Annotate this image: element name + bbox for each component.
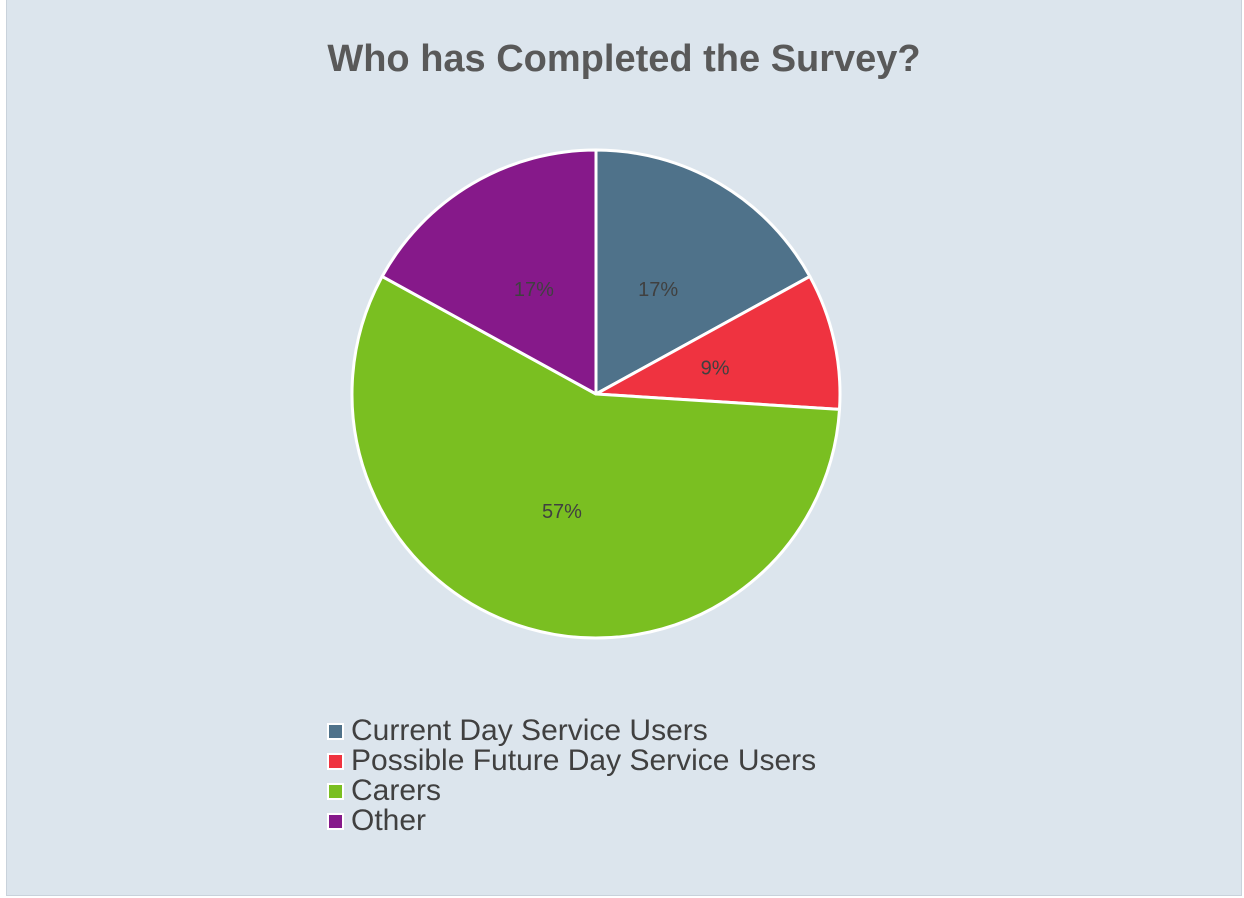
legend-label-current-day-service-users: Current Day Service Users — [351, 714, 708, 747]
legend-item-current-day-service-users: Current Day Service Users — [327, 716, 816, 746]
legend-label-other: Other — [351, 804, 427, 837]
pie-slice-other — [380, 148, 598, 396]
pie-slice-carers — [350, 274, 842, 640]
legend-swatch-possible-future-day-service-users — [327, 752, 344, 770]
pie-slice-possible-future-day-service-users — [594, 274, 842, 411]
pie-slices — [350, 148, 842, 640]
pie-data-labels: 17% 9% 57% 17% — [514, 279, 730, 523]
legend-swatch-other — [327, 812, 344, 830]
legend-item-other: Other — [327, 806, 816, 836]
data-label-carers: 57% — [542, 501, 582, 523]
legend-item-carers: Carers — [327, 776, 816, 806]
legend-swatch-current-day-service-users — [327, 722, 344, 740]
pie-chart: 17% 9% 57% 17% — [350, 148, 842, 640]
legend-swatch-carers — [327, 782, 344, 800]
data-label-other: 17% — [514, 279, 554, 301]
chart-area: Who has Completed the Survey? 17% 9% 57% 17… — [6, 0, 1242, 896]
chart-title: Who has Completed the Survey? — [327, 38, 921, 80]
legend-item-possible-future-day-service-users: Possible Future Day Service Users — [327, 746, 816, 776]
data-label-current-day-service-users: 17% — [638, 279, 678, 301]
legend: Current Day Service Users Possible Future… — [327, 716, 816, 836]
legend-label-possible-future-day-service-users: Possible Future Day Service Users — [351, 744, 817, 777]
legend-label-carers: Carers — [351, 774, 442, 807]
pie-slice-current-day-service-users — [594, 148, 812, 396]
data-label-possible-future-day-service-users: 9% — [701, 357, 730, 379]
